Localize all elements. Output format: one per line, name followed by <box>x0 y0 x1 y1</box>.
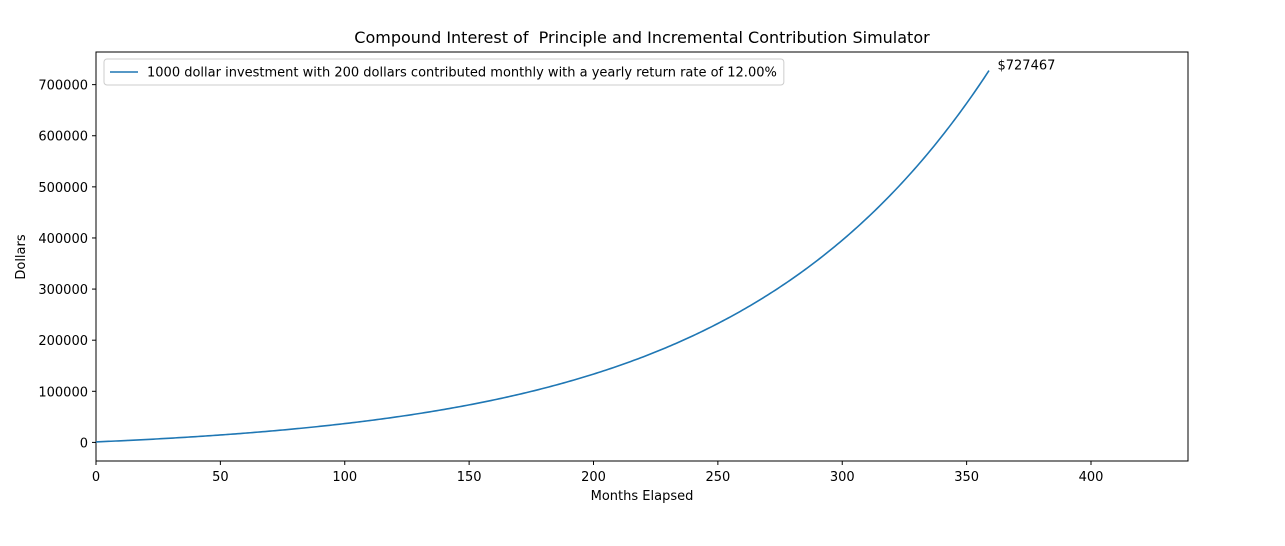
y-tick-label: 100000 <box>38 385 88 400</box>
x-tick-label: 250 <box>705 470 730 485</box>
x-tick-label: 300 <box>830 470 855 485</box>
x-tick-label: 150 <box>457 470 482 485</box>
plot-frame <box>95 51 1189 462</box>
legend: 1000 dollar investment with 200 dollars … <box>103 58 785 86</box>
legend-box <box>103 58 785 86</box>
y-tick-label: 700000 <box>38 79 88 94</box>
series-layer <box>95 70 990 443</box>
x-axis: 0 50 100 150 200 250 300 350 400 <box>92 461 1104 485</box>
y-tick-label: 200000 <box>38 334 88 349</box>
y-axis: 0 100000 200000 300000 400000 500000 600000 700… <box>38 79 96 451</box>
x-tick-label: 350 <box>954 470 979 485</box>
y-tick-label: 500000 <box>38 181 88 196</box>
chart-title: Compound Interest of Principle and Incre… <box>354 28 930 47</box>
annotation-layer: $727467 <box>997 59 1055 74</box>
x-tick-label: 100 <box>332 470 357 485</box>
y-tick-label: 300000 <box>38 283 88 298</box>
x-tick-label: 0 <box>92 470 100 485</box>
series-line <box>95 70 990 443</box>
y-tick-label: 600000 <box>38 130 88 145</box>
x-tick-label: 50 <box>212 470 229 485</box>
end-value-annotation: $727467 <box>997 59 1055 74</box>
y-tick-label: 400000 <box>38 232 88 247</box>
plot-area <box>95 51 1189 462</box>
legend-series-label: 1000 dollar investment with 200 dollars … <box>147 66 777 81</box>
y-axis-label: Dollars <box>14 234 29 279</box>
x-tick-label: 400 <box>1079 470 1104 485</box>
y-tick-label: 0 <box>80 436 88 451</box>
x-axis-label: Months Elapsed <box>591 489 694 504</box>
x-tick-label: 200 <box>581 470 606 485</box>
